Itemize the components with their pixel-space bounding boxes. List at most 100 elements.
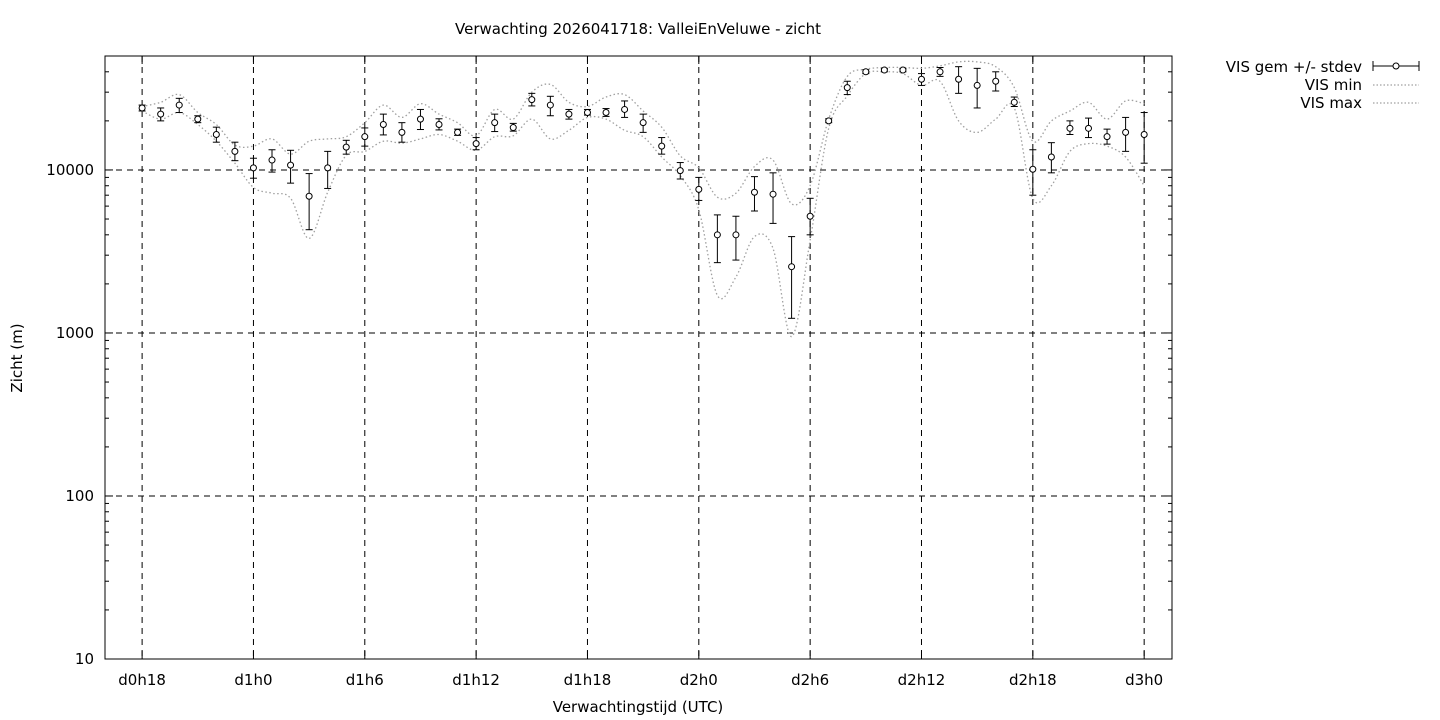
mean-marker xyxy=(379,121,387,129)
mean-marker xyxy=(361,133,369,141)
mean-marker xyxy=(695,185,703,193)
data-point xyxy=(491,113,499,133)
x-tick-label: d1h18 xyxy=(564,671,612,689)
vis-max-line xyxy=(141,60,1145,206)
mean-marker xyxy=(769,190,777,198)
data-point xyxy=(1047,142,1055,174)
mean-marker xyxy=(1122,128,1130,136)
data-point xyxy=(695,176,703,201)
data-point xyxy=(361,127,369,147)
data-point xyxy=(750,176,758,212)
mean-marker xyxy=(435,121,443,129)
mean-marker xyxy=(899,66,907,74)
x-tick-label: d3h0 xyxy=(1125,671,1163,689)
data-point xyxy=(1103,128,1111,145)
data-point xyxy=(138,104,146,112)
legend-label-max: VIS max xyxy=(1300,94,1362,112)
data-point xyxy=(565,108,573,120)
data-point xyxy=(379,113,387,136)
data-point xyxy=(454,128,462,136)
mean-marker xyxy=(658,142,666,150)
mean-marker xyxy=(806,212,814,220)
mean-marker xyxy=(639,119,647,127)
data-point xyxy=(212,126,220,143)
x-tick-label: d1h12 xyxy=(452,671,500,689)
mean-marker xyxy=(472,140,480,148)
data-point xyxy=(268,149,276,173)
data-point xyxy=(528,92,536,107)
mean-marker xyxy=(268,156,276,164)
mean-marker xyxy=(138,104,146,112)
data-point xyxy=(157,107,165,122)
data-point xyxy=(769,172,777,224)
y-tick-label: 100 xyxy=(65,487,94,505)
mean-marker xyxy=(676,167,684,175)
data-point xyxy=(713,214,721,264)
data-point xyxy=(509,122,517,132)
mean-marker xyxy=(194,115,202,123)
data-point xyxy=(472,137,480,151)
data-point xyxy=(249,157,257,179)
chart-title: Verwachting 2026041718: ValleiEnVeluwe -… xyxy=(455,20,821,38)
legend-label-mean: VIS gem +/- stdev xyxy=(1226,58,1362,76)
legend-label-min: VIS min xyxy=(1305,76,1362,94)
data-point xyxy=(305,173,313,231)
mean-marker xyxy=(157,110,165,118)
mean-marker xyxy=(491,119,499,127)
data-point xyxy=(324,150,332,189)
data-point xyxy=(583,108,591,117)
x-tick-label: d1h6 xyxy=(346,671,384,689)
x-tick-label: d2h12 xyxy=(898,671,946,689)
mean-marker xyxy=(454,128,462,136)
mean-marker xyxy=(750,188,758,196)
mean-marker xyxy=(231,147,239,155)
data-point xyxy=(231,141,239,162)
y-tick-label: 1000 xyxy=(56,324,94,342)
data-point xyxy=(676,162,684,180)
data-point xyxy=(639,113,647,133)
data-point xyxy=(732,215,740,261)
mean-marker xyxy=(565,110,573,118)
mean-marker xyxy=(249,164,257,172)
mean-marker xyxy=(843,84,851,92)
axis-ticks: d0h18 d1h0 d1h6 d1h12 d1h18 d2h0 d2h6 d2h12 d2h1… xyxy=(46,55,1172,689)
y-axis-label: Zicht (m) xyxy=(8,323,26,392)
data-point xyxy=(843,80,851,96)
mean-marker xyxy=(1010,98,1018,106)
mean-marker xyxy=(509,124,517,132)
mean-marker xyxy=(287,161,295,169)
data-point xyxy=(435,118,443,131)
mean-marker xyxy=(212,130,220,138)
data-point xyxy=(973,67,981,109)
mean-marker xyxy=(1066,124,1074,132)
data-point xyxy=(175,97,183,114)
mean-marker xyxy=(936,68,944,76)
mean-marker xyxy=(917,75,925,83)
x-tick-label: d2h0 xyxy=(680,671,718,689)
data-point xyxy=(1029,149,1037,196)
mean-marker xyxy=(825,117,833,125)
data-point xyxy=(936,67,944,77)
x-tick-label: d2h6 xyxy=(791,671,829,689)
data-point xyxy=(788,236,796,319)
data-point xyxy=(621,100,629,118)
data-point xyxy=(955,66,963,94)
mean-marker xyxy=(880,66,888,74)
mean-marker xyxy=(324,164,332,172)
mean-marker xyxy=(788,263,796,271)
mean-marker xyxy=(713,231,721,239)
data-points xyxy=(138,66,1148,319)
mean-marker xyxy=(305,192,313,200)
data-point xyxy=(899,66,907,74)
mean-marker xyxy=(416,115,424,123)
mean-marker xyxy=(1140,130,1148,138)
data-point xyxy=(602,108,610,117)
mean-marker xyxy=(602,109,610,117)
mean-marker xyxy=(973,81,981,89)
min-max-lines xyxy=(141,60,1145,338)
legend: VIS gem +/- stdev VIS min VIS max xyxy=(1226,58,1420,112)
y-tick-label: 10 xyxy=(75,650,94,668)
x-tick-label: d1h0 xyxy=(234,671,272,689)
